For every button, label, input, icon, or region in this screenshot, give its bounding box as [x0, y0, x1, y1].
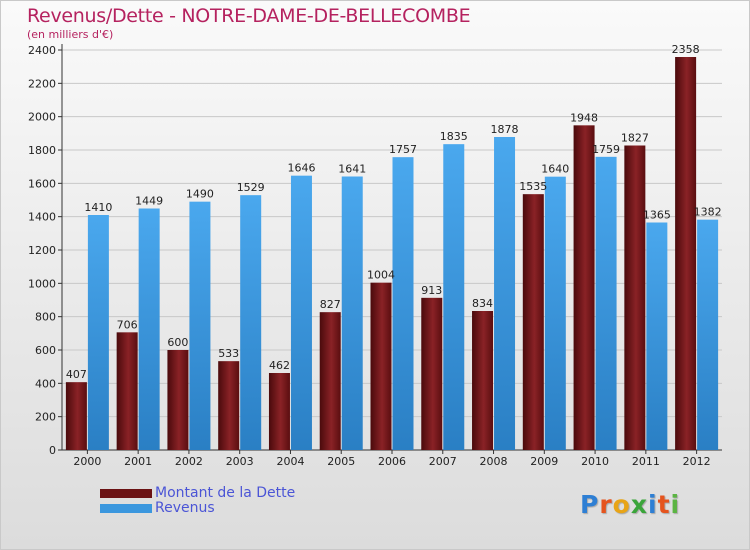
data-label-revenus: 1640: [541, 163, 569, 176]
bar-revenus: [443, 144, 465, 450]
x-tick-label: 2009: [530, 455, 558, 468]
y-tick-label: 800: [35, 311, 56, 324]
y-tick-label: 1600: [28, 177, 56, 190]
bar-revenus: [544, 176, 566, 450]
bar-dette: [624, 145, 646, 450]
bar-dette: [675, 57, 697, 450]
legend-label-dette: Montant de la Dette: [155, 485, 296, 501]
bar-revenus: [595, 156, 617, 451]
chart-subtitle: (en milliers d'€): [27, 28, 114, 41]
data-label-dette: 1948: [570, 111, 598, 124]
bar-dette: [268, 373, 290, 450]
y-tick-label: 2400: [28, 44, 56, 57]
data-label-dette: 706: [117, 318, 138, 331]
x-tick-label: 2003: [226, 455, 254, 468]
y-tick-label: 400: [35, 377, 56, 390]
data-label-dette: 533: [218, 347, 239, 360]
axes: 0 200 400 600 800 1000 1200 1400 1600 1800 2000 220…: [28, 44, 722, 468]
y-tick-label: 2200: [28, 77, 56, 90]
x-tick-label: 2008: [480, 455, 508, 468]
x-tick-label: 2004: [276, 455, 304, 468]
bar-revenus: [646, 222, 668, 450]
logo-letter: i: [648, 490, 658, 519]
y-tick-label: 1000: [28, 277, 56, 290]
data-label-revenus: 1410: [84, 201, 112, 214]
data-label-dette: 913: [421, 284, 442, 297]
bar-dette: [421, 297, 443, 450]
data-label-revenus: 1529: [237, 181, 265, 194]
data-label-dette: 1004: [367, 269, 395, 282]
bar-revenus: [290, 175, 312, 450]
legend-swatch-dette: [100, 489, 152, 498]
data-label-dette: 462: [269, 359, 290, 372]
data-label-dette: 827: [320, 298, 341, 311]
x-tick-label: 2000: [73, 455, 101, 468]
data-label-dette: 1827: [621, 132, 649, 145]
bars: [65, 57, 719, 451]
chart-title: Revenus/Dette - NOTRE-DAME-DE-BELLECOMBE: [27, 5, 471, 27]
data-label-revenus: 1449: [135, 195, 163, 208]
x-tick-label: 2005: [327, 455, 355, 468]
data-label-dette: 600: [167, 336, 188, 349]
logo-letter: i: [670, 490, 681, 519]
data-label-revenus: 1835: [440, 130, 468, 143]
bar-dette: [472, 311, 494, 450]
bar-revenus: [87, 215, 109, 450]
data-label-revenus: 1757: [389, 143, 417, 156]
bar-dette: [573, 125, 595, 450]
y-tick-label: 0: [49, 444, 56, 457]
data-label-revenus: 1641: [338, 163, 366, 176]
y-tick-label: 200: [35, 411, 56, 424]
logo-letter: x: [630, 490, 648, 519]
logo-letter: P: [580, 490, 600, 519]
data-label-revenus: 1490: [186, 188, 214, 201]
bar-revenus: [341, 176, 363, 450]
bar-dette: [167, 350, 189, 450]
bar-revenus: [189, 201, 211, 450]
y-tick-label: 1200: [28, 244, 56, 257]
data-labels: 407 1410 706 1449 600 1490 533 1529 462 1646 827 16…: [66, 43, 722, 381]
data-label-dette: 2358: [672, 43, 700, 56]
bar-revenus: [240, 195, 262, 450]
x-tick-label: 2006: [378, 455, 406, 468]
bar-dette: [370, 282, 392, 450]
bar-dette: [522, 194, 544, 450]
y-tick-label: 2000: [28, 111, 56, 124]
data-label-revenus: 1759: [592, 143, 620, 156]
bar-revenus: [697, 219, 719, 450]
data-label-dette: 407: [66, 368, 87, 381]
bar-dette: [319, 312, 341, 450]
logo-letter: o: [612, 490, 631, 519]
x-tick-label: 2010: [581, 455, 609, 468]
data-label-revenus: 1646: [287, 162, 315, 175]
logo-letter: r: [599, 490, 613, 519]
bar-revenus: [494, 137, 516, 450]
data-label-revenus: 1365: [643, 209, 671, 222]
logo-letter: t: [657, 490, 671, 519]
data-label-dette: 1535: [519, 180, 547, 193]
y-tick-label: 1400: [28, 211, 56, 224]
bar-dette: [65, 382, 87, 450]
bar-dette: [218, 361, 240, 450]
x-tick-label: 2007: [429, 455, 457, 468]
bar-revenus: [392, 157, 414, 450]
legend-swatch-revenus: [100, 504, 152, 513]
data-label-revenus: 1878: [491, 123, 519, 136]
x-tick-label: 2002: [175, 455, 203, 468]
bar-revenus: [138, 208, 160, 450]
x-tick-label: 2012: [683, 455, 711, 468]
legend-label-revenus: Revenus: [155, 500, 215, 516]
proxiti-logo: Proxiti: [580, 490, 680, 519]
x-tick-label: 2001: [124, 455, 152, 468]
x-tick-label: 2011: [632, 455, 660, 468]
data-label-dette: 834: [472, 297, 493, 310]
grid-lines: [62, 49, 722, 418]
y-tick-label: 1800: [28, 144, 56, 157]
bar-dette: [116, 332, 138, 450]
y-tick-label: 600: [35, 344, 56, 357]
data-label-revenus: 1382: [694, 206, 722, 219]
